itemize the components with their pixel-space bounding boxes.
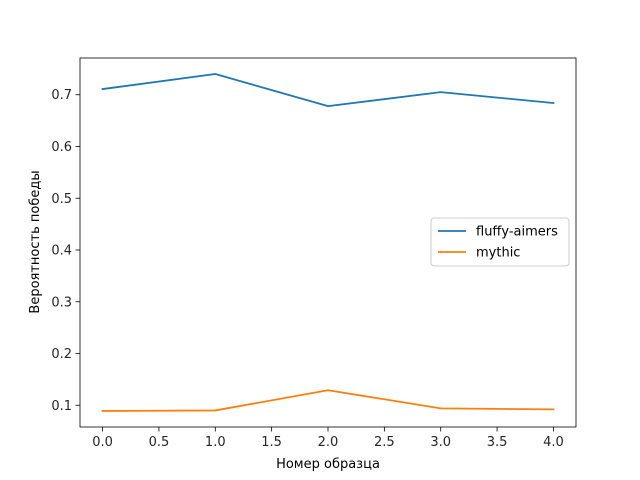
series-layer (101, 73, 555, 412)
y-tick-label: 0.4 (51, 244, 72, 259)
x-tick-label: 4.0 (543, 435, 564, 450)
y-tick-label: 0.3 (51, 295, 72, 310)
x-tick-label: 2.0 (318, 435, 339, 450)
x-axis-ticks: 0.0 0.5 1.0 1.5 2.0 2.5 3.0 3.5 4.0 (92, 427, 564, 450)
y-axis-label: Вероятность победы (28, 170, 43, 313)
y-tick-label: 0.2 (51, 347, 72, 362)
x-tick-label: 2.5 (374, 435, 395, 450)
series-line-fluffy-aimers (101, 73, 555, 108)
y-axis-ticks: 0.1 0.2 0.3 0.4 0.5 0.6 0.7 (51, 88, 80, 414)
legend: fluffy-aimers mythic (430, 217, 570, 267)
x-tick-label: 3.0 (430, 435, 451, 450)
legend-label: fluffy-aimers (476, 225, 558, 240)
x-tick-label: 0.5 (149, 435, 170, 450)
x-tick-label: 0.0 (92, 435, 113, 450)
plot-frame (79, 57, 577, 428)
x-axis-label: Номер образца (276, 457, 380, 472)
y-tick-label: 0.7 (51, 88, 72, 103)
x-tick-label: 3.5 (487, 435, 508, 450)
x-tick-label: 1.0 (205, 435, 226, 450)
y-tick-label: 0.1 (51, 399, 72, 414)
series-line-mythic (101, 389, 555, 412)
y-tick-label: 0.5 (51, 192, 72, 207)
x-tick-label: 1.5 (261, 435, 282, 450)
legend-label: mythic (476, 246, 520, 261)
y-tick-label: 0.6 (51, 140, 72, 155)
legend-frame (430, 217, 570, 267)
